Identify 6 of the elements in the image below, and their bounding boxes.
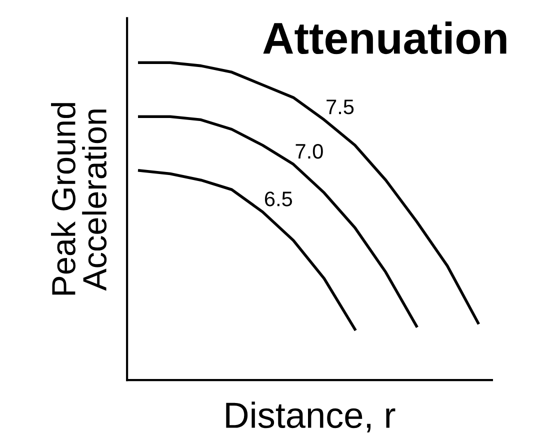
chart-title: Attenuation	[263, 21, 506, 54]
series-label: 7.5	[326, 100, 354, 114]
x-axis-title: Distance, r	[226, 402, 396, 432]
series-label: 7.0	[296, 144, 323, 159]
series-label: 6.5	[265, 192, 292, 206]
y-axis-title: Peak Ground Acceleration	[51, 103, 107, 295]
